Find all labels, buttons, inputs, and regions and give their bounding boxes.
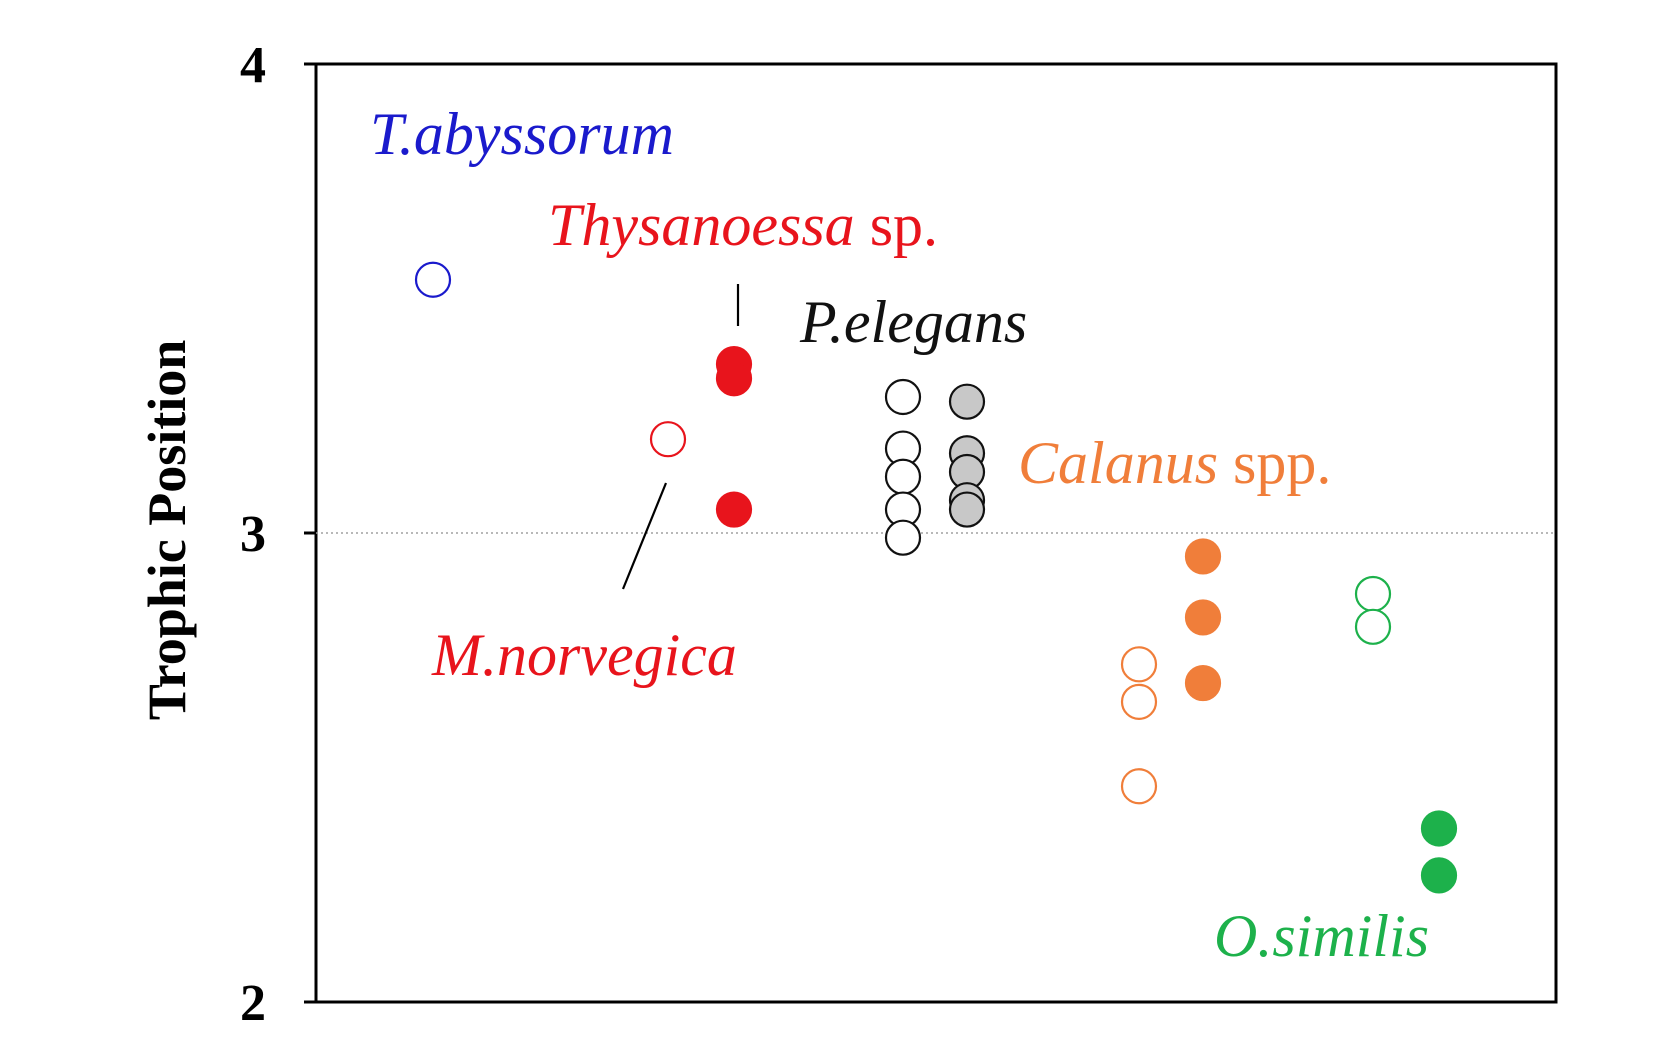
leader-line-layer: [621, 284, 740, 590]
annotation-layer: T.abyssorum Thysanoessa sp. P.elegans Calan…: [370, 101, 1429, 969]
data-point: [1120, 768, 1158, 805]
data-point: [1120, 683, 1158, 720]
data-point: [1420, 810, 1458, 847]
species-label-name: Thysanoessa: [548, 192, 855, 258]
y-tick-label: 3: [240, 506, 266, 563]
data-point: [715, 491, 753, 528]
data-point: [884, 519, 922, 556]
species-label: Thysanoessa sp.: [548, 192, 938, 258]
data-point: [948, 383, 986, 420]
species-label: O.similis: [1214, 903, 1429, 969]
data-point: [414, 261, 452, 298]
data-point: [948, 491, 986, 528]
species-label-name: T.abyssorum: [370, 101, 674, 167]
data-point: [1184, 538, 1222, 575]
species-label-name: Calanus: [1018, 430, 1218, 496]
species-label: T.abyssorum: [370, 101, 674, 167]
species-label: P.elegans: [799, 289, 1027, 355]
species-label-name: M.norvegica: [431, 622, 737, 688]
data-point: [715, 360, 753, 397]
data-point: [884, 458, 922, 495]
data-point: [649, 421, 687, 458]
species-label-suffix: sp.: [855, 192, 938, 258]
data-point: [1120, 646, 1158, 683]
data-point: [1184, 599, 1222, 636]
y-tick-label: 4: [240, 37, 266, 94]
y-tick-label: 2: [240, 975, 266, 1032]
data-point: [1420, 857, 1458, 894]
data-point: [1354, 608, 1392, 645]
leader-line-norvegica: [621, 482, 668, 590]
species-label-suffix: spp.: [1218, 430, 1331, 496]
data-point: [1184, 664, 1222, 702]
data-point: [1354, 575, 1392, 613]
species-label: M.norvegica: [431, 622, 737, 688]
y-tick-label-layer: 2 3 4: [240, 37, 316, 1032]
y-axis-title: Trophic Position: [137, 340, 197, 721]
data-point: [884, 378, 922, 416]
data-point-layer: [414, 261, 1458, 894]
species-label-name: O.similis: [1214, 903, 1429, 969]
species-label-name: P.elegans: [799, 289, 1027, 355]
species-label: Calanus spp.: [1018, 430, 1331, 496]
